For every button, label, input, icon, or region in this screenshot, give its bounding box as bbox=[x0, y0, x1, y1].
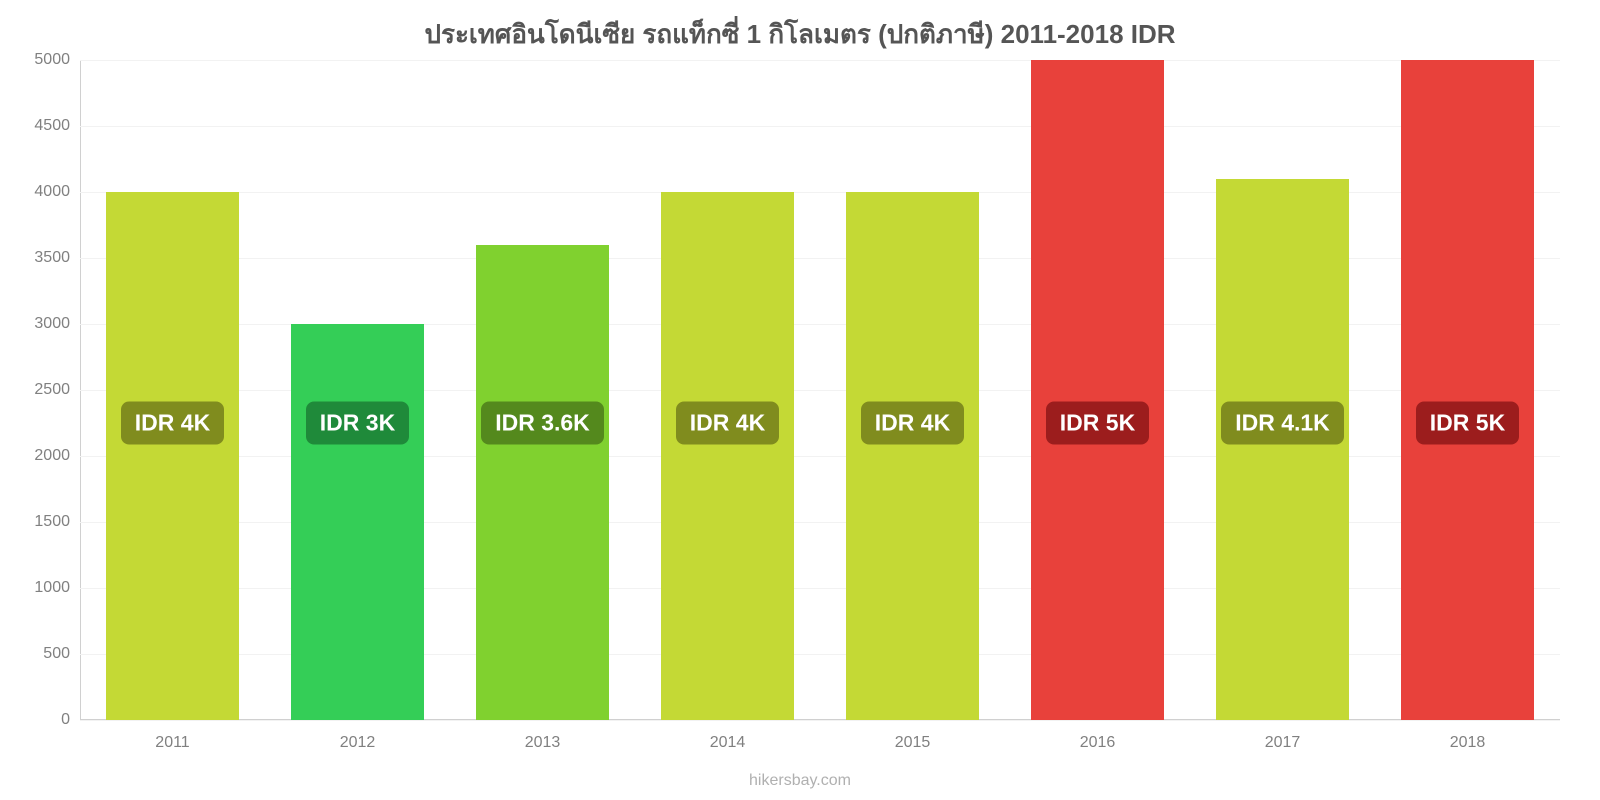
bar-slot: IDR 3.6K2013 bbox=[450, 60, 635, 720]
bar: IDR 5K bbox=[1031, 60, 1164, 720]
bar-value-label: IDR 4K bbox=[121, 402, 224, 445]
y-tick-label: 3500 bbox=[10, 249, 80, 267]
x-tick-label: 2014 bbox=[635, 720, 820, 752]
y-tick-label: 5000 bbox=[10, 51, 80, 69]
x-tick-label: 2012 bbox=[265, 720, 450, 752]
bar-value-label: IDR 4K bbox=[861, 402, 964, 445]
bar-slot: IDR 3K2012 bbox=[265, 60, 450, 720]
bar-slot: IDR 5K2016 bbox=[1005, 60, 1190, 720]
bar-value-label: IDR 3K bbox=[306, 402, 409, 445]
bar: IDR 4K bbox=[846, 192, 979, 720]
x-tick-label: 2016 bbox=[1005, 720, 1190, 752]
y-tick-label: 4000 bbox=[10, 183, 80, 201]
y-tick-label: 4500 bbox=[10, 117, 80, 135]
bar: IDR 3.6K bbox=[476, 245, 609, 720]
bar-value-label: IDR 5K bbox=[1416, 402, 1519, 445]
bar-slot: IDR 4K2014 bbox=[635, 60, 820, 720]
bar: IDR 3K bbox=[291, 324, 424, 720]
y-tick-label: 3000 bbox=[10, 315, 80, 333]
y-tick-label: 1000 bbox=[10, 579, 80, 597]
x-tick-label: 2017 bbox=[1190, 720, 1375, 752]
bar: IDR 4K bbox=[661, 192, 794, 720]
bar-value-label: IDR 4K bbox=[676, 402, 779, 445]
x-tick-label: 2013 bbox=[450, 720, 635, 752]
bar-value-label: IDR 3.6K bbox=[481, 402, 604, 445]
x-tick-label: 2018 bbox=[1375, 720, 1560, 752]
bar-slot: IDR 4.1K2017 bbox=[1190, 60, 1375, 720]
watermark-text: hikersbay.com bbox=[0, 772, 1600, 790]
bar-value-label: IDR 4.1K bbox=[1221, 402, 1344, 445]
bar-slot: IDR 4K2015 bbox=[820, 60, 1005, 720]
y-tick-label: 0 bbox=[10, 711, 80, 729]
y-tick-label: 2500 bbox=[10, 381, 80, 399]
bar-value-label: IDR 5K bbox=[1046, 402, 1149, 445]
bar-slot: IDR 5K2018 bbox=[1375, 60, 1560, 720]
bar: IDR 4K bbox=[106, 192, 239, 720]
plot-area: 0500100015002000250030003500400045005000… bbox=[80, 60, 1560, 720]
y-tick-label: 1500 bbox=[10, 513, 80, 531]
bars-group: IDR 4K2011IDR 3K2012IDR 3.6K2013IDR 4K20… bbox=[80, 60, 1560, 720]
x-tick-label: 2011 bbox=[80, 720, 265, 752]
x-tick-label: 2015 bbox=[820, 720, 1005, 752]
bar-slot: IDR 4K2011 bbox=[80, 60, 265, 720]
y-tick-label: 2000 bbox=[10, 447, 80, 465]
chart-container: ประเทศอินโดนีเซีย รถแท็กซี่ 1 กิโลเมตร (… bbox=[0, 0, 1600, 800]
y-tick-label: 500 bbox=[10, 645, 80, 663]
chart-title: ประเทศอินโดนีเซีย รถแท็กซี่ 1 กิโลเมตร (… bbox=[0, 0, 1600, 55]
bar: IDR 4.1K bbox=[1216, 179, 1349, 720]
bar: IDR 5K bbox=[1401, 60, 1534, 720]
